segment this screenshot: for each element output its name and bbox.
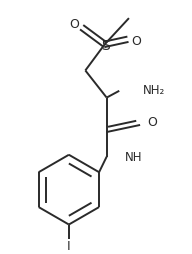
Text: I: I — [67, 240, 71, 253]
Text: O: O — [147, 116, 157, 129]
Text: O: O — [70, 19, 80, 31]
Text: O: O — [131, 35, 141, 48]
Text: S: S — [101, 39, 110, 53]
Text: NH₂: NH₂ — [142, 84, 165, 97]
Text: NH: NH — [125, 151, 143, 164]
